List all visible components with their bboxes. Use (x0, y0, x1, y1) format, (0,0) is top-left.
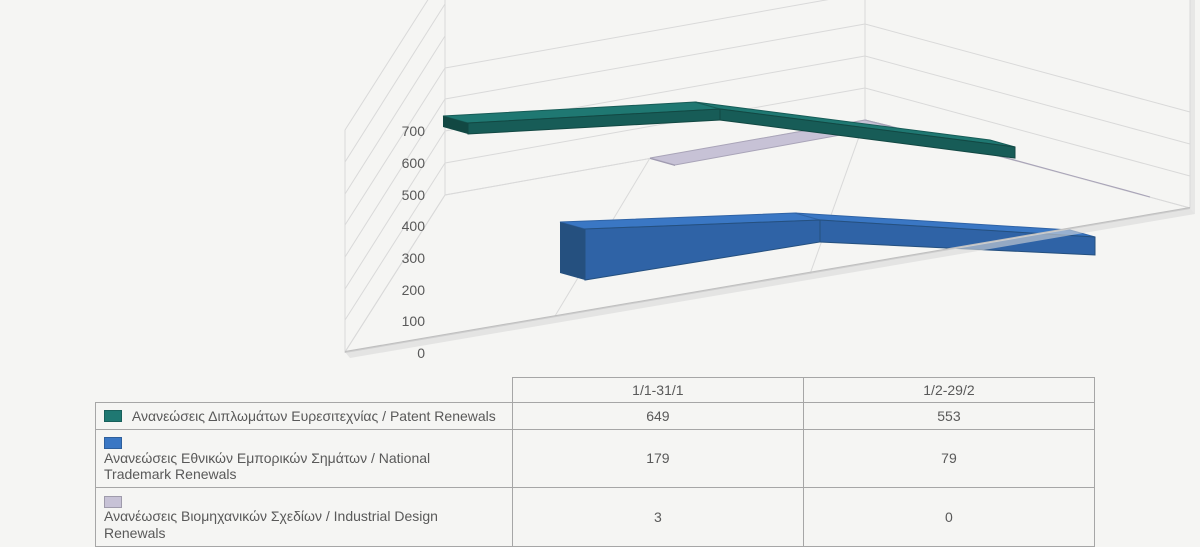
legend-swatch (104, 410, 122, 422)
category-header: 1/2-29/2 (803, 378, 1094, 403)
chart-svg (95, 0, 1195, 380)
y-tick: 700 (375, 123, 425, 139)
data-cell: 179 (512, 429, 803, 488)
data-cell: 3 (512, 488, 803, 547)
series-label: Ανανέωσεις Βιομηχανικών Σχεδίων / Indust… (104, 508, 484, 542)
data-cell: 553 (803, 403, 1094, 430)
y-tick: 0 (375, 345, 425, 361)
legend-item-2: Ανανεώσεις Εθνικών Εμπορικών Σημάτων / N… (96, 429, 513, 488)
data-cell: 0 (803, 488, 1094, 547)
series-label: Ανανεώσεις Εθνικών Εμπορικών Σημάτων / N… (104, 450, 484, 484)
y-tick: 400 (375, 218, 425, 234)
data-cell: 649 (512, 403, 803, 430)
y-tick: 200 (375, 282, 425, 298)
y-tick: 500 (375, 187, 425, 203)
table-row: Ανανέωσεις Βιομηχανικών Σχεδίων / Indust… (96, 488, 1095, 547)
series-label: Ανανεώσεις Διπλωμάτων Ευρεσιτεχνίας / Pa… (132, 408, 496, 425)
y-tick: 600 (375, 155, 425, 171)
category-header: 1/1-31/1 (512, 378, 803, 403)
table-header-row: 1/1-31/1 1/2-29/2 (96, 378, 1095, 403)
legend-item-3: Ανανέωσεις Βιομηχανικών Σχεδίων / Indust… (96, 488, 513, 547)
table-row: Ανανεώσεις Εθνικών Εμπορικών Σημάτων / N… (96, 429, 1095, 488)
chart-data-table: 1/1-31/1 1/2-29/2 Ανανεώσεις Διπλωμάτων … (95, 377, 1095, 547)
legend-swatch (104, 437, 122, 449)
chart-plot-area: 0 100 200 300 400 500 600 700 (95, 0, 1195, 380)
legend-item-1: Ανανεώσεις Διπλωμάτων Ευρεσιτεχνίας / Pa… (96, 403, 513, 430)
y-tick: 300 (375, 250, 425, 266)
legend-swatch (104, 496, 122, 508)
data-cell: 79 (803, 429, 1094, 488)
y-tick: 100 (375, 313, 425, 329)
table-row: Ανανεώσεις Διπλωμάτων Ευρεσιτεχνίας / Pa… (96, 403, 1095, 430)
chart-container: 0 100 200 300 400 500 600 700 1/1-31/1 1… (0, 0, 1200, 536)
